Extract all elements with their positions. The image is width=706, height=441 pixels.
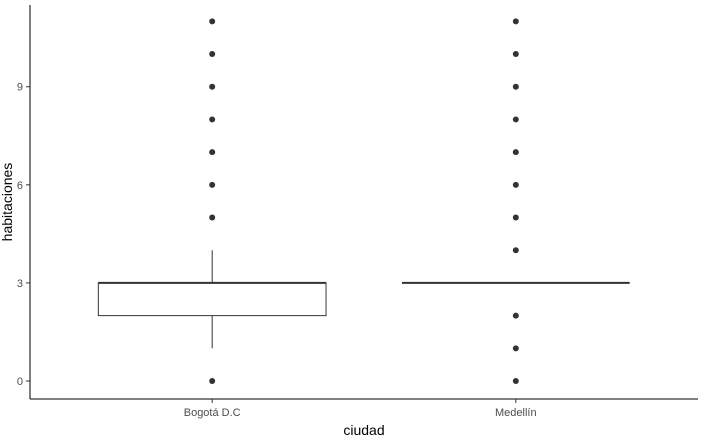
outlier-point (209, 149, 216, 156)
y-tick-label: 9 (17, 82, 23, 94)
outlier-point (209, 116, 216, 123)
y-tick-label: 6 (17, 180, 23, 192)
outlier-point (512, 312, 519, 319)
box-iqr (97, 282, 327, 317)
outlier-point (512, 18, 519, 25)
outlier-point (512, 51, 519, 58)
outlier-point (209, 181, 216, 188)
y-axis-title: habitaciones (0, 163, 15, 242)
y-tick-label: 0 (17, 376, 23, 388)
x-axis-ticks: Bogotá D.C Medellín (184, 399, 537, 419)
outlier-point (209, 378, 216, 385)
plot-marks (97, 18, 630, 385)
outlier-point (512, 181, 519, 188)
y-tick-label: 3 (17, 278, 23, 290)
box-group (401, 18, 630, 385)
outlier-point (512, 116, 519, 123)
outlier-point (512, 214, 519, 221)
outlier-point (209, 214, 216, 221)
x-tick-label: Medellín (495, 407, 537, 419)
y-axis-ticks: 0 3 6 9 (17, 82, 30, 388)
outlier-point (209, 83, 216, 90)
outlier-point (209, 51, 216, 58)
outlier-point (512, 83, 519, 90)
outlier-point (512, 345, 519, 352)
box-group (97, 18, 327, 385)
outlier-point (209, 18, 216, 25)
outlier-point (512, 378, 519, 385)
x-tick-label: Bogotá D.C (184, 407, 241, 419)
x-axis-title: ciudad (343, 422, 384, 438)
outlier-point (512, 247, 519, 254)
outlier-point (512, 149, 519, 156)
